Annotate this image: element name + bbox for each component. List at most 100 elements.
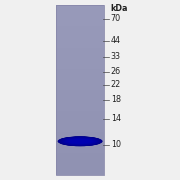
Ellipse shape xyxy=(61,137,99,145)
Bar xyxy=(56,67,104,68)
Bar xyxy=(56,53,104,54)
Bar xyxy=(56,49,104,50)
Bar xyxy=(56,137,104,138)
Ellipse shape xyxy=(60,137,101,146)
Bar xyxy=(56,91,104,92)
Bar xyxy=(56,96,104,97)
Bar xyxy=(56,63,104,64)
Bar xyxy=(56,80,104,81)
Bar xyxy=(56,162,104,163)
Bar xyxy=(56,149,104,150)
Bar xyxy=(56,171,104,172)
Ellipse shape xyxy=(61,137,99,145)
Bar xyxy=(56,77,104,78)
Text: 70: 70 xyxy=(111,14,121,23)
Bar xyxy=(56,9,104,10)
Bar xyxy=(56,88,104,89)
Bar xyxy=(56,15,104,16)
Bar xyxy=(56,59,104,60)
Bar xyxy=(56,6,104,7)
Bar xyxy=(56,61,104,62)
Bar xyxy=(56,121,104,122)
Bar xyxy=(56,18,104,19)
Bar xyxy=(56,51,104,52)
Bar xyxy=(56,24,104,25)
Bar xyxy=(56,142,104,143)
Bar xyxy=(56,143,104,144)
Bar xyxy=(56,115,104,116)
Bar xyxy=(56,70,104,71)
Bar xyxy=(56,138,104,139)
Bar xyxy=(56,111,104,112)
Bar xyxy=(56,22,104,23)
Bar xyxy=(56,127,104,128)
Bar xyxy=(56,29,104,30)
Bar xyxy=(56,5,104,175)
Bar xyxy=(56,19,104,20)
Bar xyxy=(56,117,104,118)
Bar xyxy=(56,160,104,161)
Ellipse shape xyxy=(64,138,96,145)
Bar xyxy=(56,173,104,174)
Bar xyxy=(56,161,104,162)
Bar xyxy=(56,24,104,25)
Bar xyxy=(56,134,104,135)
Bar xyxy=(56,20,104,21)
Bar xyxy=(56,124,104,125)
Bar xyxy=(56,119,104,120)
Bar xyxy=(56,34,104,35)
Bar xyxy=(56,151,104,152)
Bar xyxy=(56,11,104,12)
Bar xyxy=(56,12,104,13)
Bar xyxy=(56,123,104,124)
Bar xyxy=(56,146,104,147)
Ellipse shape xyxy=(58,136,103,146)
Bar xyxy=(56,163,104,164)
Ellipse shape xyxy=(65,138,96,144)
Bar xyxy=(56,87,104,88)
Bar xyxy=(56,148,104,149)
Bar xyxy=(56,26,104,27)
Bar xyxy=(56,48,104,49)
Bar xyxy=(56,69,104,70)
Bar xyxy=(56,166,104,167)
Bar xyxy=(56,75,104,76)
Bar xyxy=(56,157,104,158)
Bar xyxy=(56,101,104,102)
Bar xyxy=(56,94,104,95)
Ellipse shape xyxy=(60,137,100,146)
Bar xyxy=(56,60,104,61)
Bar xyxy=(56,50,104,51)
Bar xyxy=(56,89,104,90)
Bar xyxy=(56,165,104,166)
Bar xyxy=(56,147,104,148)
Bar xyxy=(56,81,104,82)
Bar xyxy=(56,81,104,82)
Ellipse shape xyxy=(58,136,102,146)
Bar xyxy=(56,57,104,58)
Bar xyxy=(56,97,104,98)
Bar xyxy=(56,130,104,131)
Bar xyxy=(56,17,104,18)
Bar xyxy=(56,42,104,43)
Bar xyxy=(56,156,104,157)
Bar xyxy=(56,113,104,114)
Bar xyxy=(56,63,104,64)
Bar xyxy=(56,126,104,127)
Bar xyxy=(56,106,104,107)
Text: 22: 22 xyxy=(111,80,121,89)
Bar xyxy=(56,129,104,130)
Bar xyxy=(56,139,104,140)
Bar xyxy=(56,68,104,69)
Bar xyxy=(56,150,104,151)
Bar xyxy=(56,45,104,46)
Text: 10: 10 xyxy=(111,140,121,149)
Bar xyxy=(56,168,104,169)
Bar xyxy=(56,169,104,170)
Bar xyxy=(56,100,104,101)
Bar xyxy=(56,33,104,34)
Bar xyxy=(56,164,104,165)
Ellipse shape xyxy=(66,139,94,144)
Bar xyxy=(56,172,104,173)
Bar xyxy=(56,107,104,108)
